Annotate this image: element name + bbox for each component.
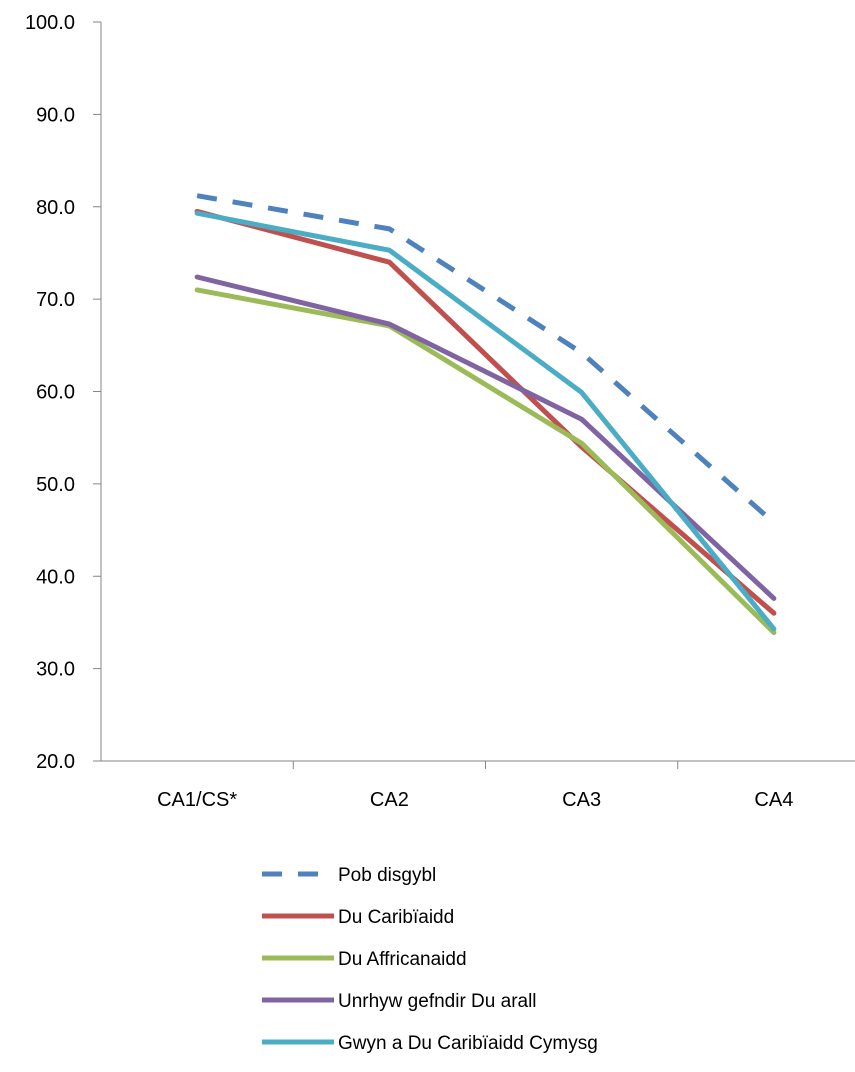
x-axis-ticks: CA1/CS* CA2 CA3 CA4 xyxy=(157,761,793,811)
series-line-5 xyxy=(194,210,777,632)
x-tick-label: CA1/CS* xyxy=(157,789,237,811)
y-tick-label: 20.0 xyxy=(36,751,75,773)
y-tick-label: 50.0 xyxy=(36,474,75,496)
y-tick-label: 80.0 xyxy=(36,197,75,219)
y-tick-label: 100.0 xyxy=(25,12,75,34)
legend-label: Unrhyw gefndir Du arall xyxy=(338,991,537,1012)
x-tick-label: CA4 xyxy=(754,789,793,811)
y-tick-label: 70.0 xyxy=(36,289,75,311)
y-tick-label: 90.0 xyxy=(36,104,75,126)
y-tick-label: 60.0 xyxy=(36,382,75,404)
series-line-2 xyxy=(194,208,777,616)
x-tick-label: CA3 xyxy=(562,789,601,811)
legend-label: Du Caribïaidd xyxy=(338,907,454,928)
legend-label: Pob disgybl xyxy=(338,865,436,886)
legend-label: Du Affricanaidd xyxy=(338,949,467,970)
legend-label: Gwyn a Du Caribïaidd Cymysg xyxy=(338,1033,598,1054)
y-tick-label: 30.0 xyxy=(36,659,75,681)
y-tick-label: 40.0 xyxy=(36,566,75,588)
series-lines xyxy=(194,193,777,636)
series-line-1 xyxy=(196,193,776,525)
legend: Pob disgybl Du Caribïaidd Du Affricanaidd U… xyxy=(262,865,598,1054)
y-axis-ticks: 20.0 30.0 40.0 50.0 60.0 70.0 80.0 90.0 100.0 xyxy=(25,12,101,773)
x-tick-label: CA2 xyxy=(370,789,409,811)
series-line-3 xyxy=(194,287,777,636)
